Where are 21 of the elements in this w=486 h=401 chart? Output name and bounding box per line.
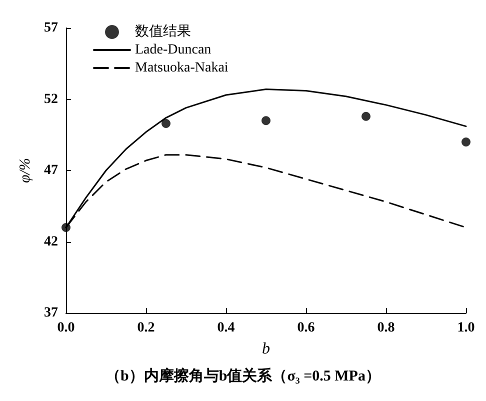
y-tick-label: 42 [44, 234, 58, 250]
y-tick-label: 52 [44, 92, 58, 107]
x-tick-label: 0.8 [377, 320, 395, 336]
y-axis-title: φ/% [18, 158, 34, 183]
legend-label: Lade-Duncan [135, 42, 212, 58]
y-tick-label: 57 [44, 20, 58, 36]
point [362, 112, 370, 121]
x-tick-label: 0.2 [137, 320, 155, 336]
legend-label: Matsuoka-Nakai [135, 60, 228, 76]
point [262, 116, 270, 126]
point [162, 118, 170, 128]
y-tick-label: 37 [44, 306, 58, 320]
x-tick-label: 1.0 [457, 320, 475, 336]
x-tick-label: 0.4 [217, 320, 235, 336]
x-tick-label: 0.0 [57, 320, 75, 336]
x-tick-label: 0.6 [297, 320, 315, 336]
y-tick-label: 47 [44, 163, 58, 178]
point [462, 138, 470, 146]
x-axis-title: b [262, 340, 270, 358]
legend-label: 数值结果 [135, 24, 191, 40]
text: （b）内摩擦角与b值关系（σ₃ =0.5 MPa） [106, 366, 380, 384]
